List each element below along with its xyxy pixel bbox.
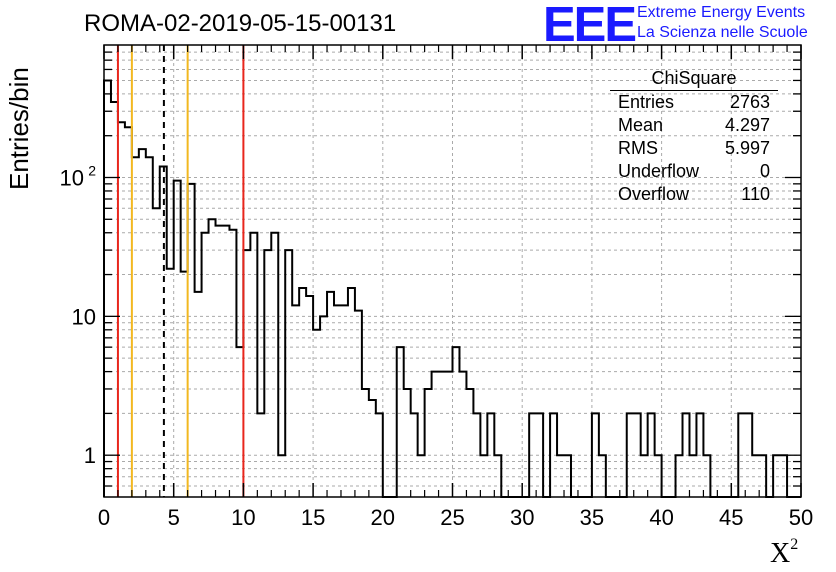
x-tick-label: 50 <box>789 505 813 530</box>
plot-frame <box>103 44 802 498</box>
stats-label: Mean <box>618 115 664 135</box>
stats-box: ChiSquare Entries 2763 Mean 4.297 RMS 5.997… <box>610 68 778 206</box>
x-tick-label: 45 <box>719 505 743 530</box>
eee-logo: EEE <box>543 0 637 52</box>
stats-label: Overflow <box>618 184 690 204</box>
stats-row-mean: Mean 4.297 <box>610 114 778 137</box>
stats-row-entries: Entries 2763 <box>610 91 778 114</box>
x-tick-label: 40 <box>649 505 673 530</box>
x-tick-label: 10 <box>231 505 255 530</box>
y-tick-label-exponent: 2 <box>88 162 96 178</box>
logo-line-1: Extreme Energy Events <box>637 4 806 21</box>
logo-line-2: La Scienza nelle Scuole <box>637 24 808 41</box>
y-axis-label: Entries/bin <box>4 67 34 190</box>
stats-row-underflow: Underflow 0 <box>610 160 778 183</box>
stats-value: 4.297 <box>724 115 770 135</box>
stats-title: ChiSquare <box>610 68 778 91</box>
stats-label: Entries <box>618 92 675 112</box>
x-tick-label: 30 <box>510 505 534 530</box>
stats-row-overflow: Overflow 110 <box>610 183 778 206</box>
x-tick-label: 0 <box>98 505 110 530</box>
x-tick-label: 20 <box>371 505 395 530</box>
stats-row-rms: RMS 5.997 <box>610 137 778 160</box>
stats-value: 2763 <box>729 92 770 112</box>
x-tick-label: 25 <box>440 505 464 530</box>
x-tick-label: 15 <box>301 505 325 530</box>
marker-lines-layer <box>116 45 245 497</box>
x-axis-label: X2 <box>770 536 799 570</box>
y-tick-label: 10 <box>60 165 84 190</box>
x-tick-label: 5 <box>168 505 180 530</box>
stats-label: Underflow <box>618 161 700 181</box>
stats-value: 0 <box>759 161 770 181</box>
x-axis-label-main: X <box>770 538 791 569</box>
y-tick-label: 1 <box>84 443 96 468</box>
chart-title: ROMA-02-2019-05-15-00131 <box>84 10 397 37</box>
x-axis-label-sup: 2 <box>790 536 799 553</box>
y-tick-label: 10 <box>72 304 96 329</box>
x-tick-label: 35 <box>580 505 604 530</box>
stats-label: RMS <box>618 138 658 158</box>
stats-value: 110 <box>741 184 770 204</box>
stats-value: 5.997 <box>724 138 770 158</box>
